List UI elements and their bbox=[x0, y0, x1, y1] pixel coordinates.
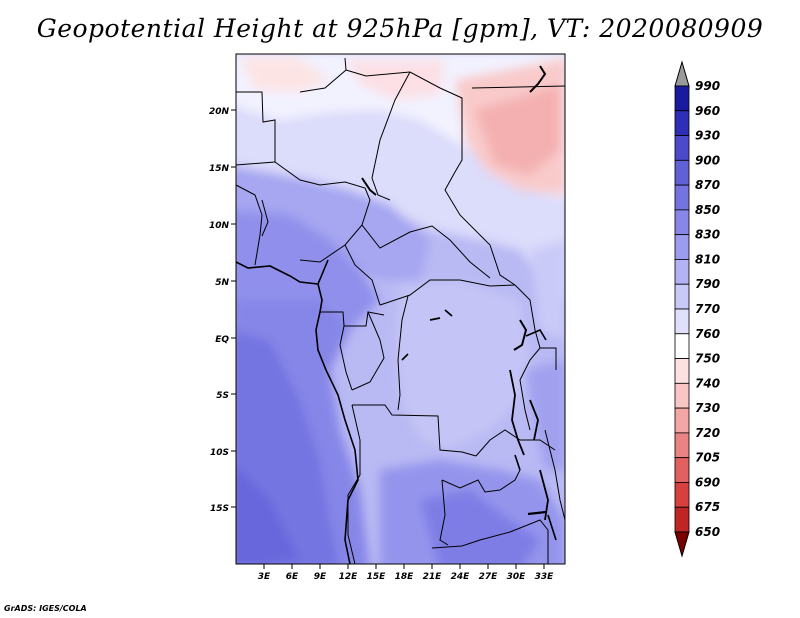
colorbar-swatch bbox=[674, 382, 690, 409]
coastlines bbox=[236, 65, 557, 564]
colorbar-swatch bbox=[674, 432, 690, 459]
colorbar-swatch bbox=[674, 407, 690, 434]
colorbar-label: 675 bbox=[695, 500, 720, 514]
height-field bbox=[236, 54, 565, 564]
colorbar-label: 810 bbox=[695, 252, 720, 266]
latitude-axis: 20N 15N 10N 5N EQ 5S 10S 15S bbox=[209, 107, 236, 514]
colorbar-label: 760 bbox=[695, 327, 720, 341]
colorbar-label: 830 bbox=[695, 228, 720, 242]
map-frame bbox=[235, 53, 566, 565]
colorbar-swatch bbox=[674, 85, 690, 112]
colorbar-swatch bbox=[674, 308, 690, 335]
colorbar-label: 770 bbox=[695, 302, 720, 316]
lat-label: 5N bbox=[215, 278, 229, 288]
lon-label: 21E bbox=[423, 572, 443, 582]
colorbar-label: 690 bbox=[695, 475, 720, 489]
lon-label: 24E bbox=[451, 572, 471, 582]
lon-label: 27E bbox=[479, 572, 499, 582]
colorbar-label: 730 bbox=[695, 401, 720, 415]
colorbar-label: 930 bbox=[695, 129, 720, 143]
colorbar-label: 720 bbox=[695, 426, 720, 440]
colorbar-label: 990 bbox=[695, 79, 720, 93]
map-title: Geopotential Height at 925hPa [gpm], VT:… bbox=[36, 14, 764, 43]
colorbar-label: 705 bbox=[695, 451, 720, 465]
lon-label: 3E bbox=[258, 572, 271, 582]
lat-label: 10N bbox=[209, 221, 230, 231]
colorbar-label: 790 bbox=[695, 277, 720, 291]
colorbar-bottom-arrow bbox=[674, 531, 690, 558]
grads-credit: GrADS: IGES/COLA bbox=[4, 604, 87, 613]
colorbar-swatch bbox=[674, 506, 690, 533]
colorbar-label: 850 bbox=[695, 203, 720, 217]
colorbar-swatch bbox=[674, 358, 690, 384]
colorbar-swatch bbox=[674, 159, 690, 186]
colorbar-label: 870 bbox=[695, 178, 720, 192]
colorbar-swatch bbox=[674, 110, 690, 136]
colorbar-label: 650 bbox=[695, 525, 720, 539]
colorbar-label: 740 bbox=[695, 376, 720, 390]
lat-label: 15S bbox=[210, 504, 229, 514]
lon-label: 9E bbox=[314, 572, 327, 582]
colorbar-top-arrow bbox=[674, 60, 690, 87]
colorbar-swatch bbox=[674, 457, 690, 483]
colorbar-swatch bbox=[674, 283, 690, 310]
colorbar-swatch bbox=[674, 259, 690, 285]
lat-label: 15N bbox=[209, 164, 230, 174]
longitude-axis: 3E 6E 9E 12E 15E 18E 21E 24E 27E 30E 33E bbox=[258, 564, 554, 582]
colorbar: 990 960 930 900 870 850 830 810 790 770 760 750 740 7… bbox=[674, 60, 720, 558]
lon-label: 15E bbox=[367, 572, 387, 582]
colorbar-label: 750 bbox=[695, 352, 720, 366]
lon-label: 6E bbox=[286, 572, 299, 582]
lat-label: 5S bbox=[216, 391, 229, 401]
colorbar-swatch bbox=[674, 333, 690, 359]
country-borders bbox=[236, 57, 565, 564]
colorbar-swatch bbox=[674, 482, 690, 508]
lon-label: 33E bbox=[535, 572, 555, 582]
colorbar-swatch bbox=[674, 135, 690, 161]
lon-label: 12E bbox=[339, 572, 359, 582]
colorbar-swatch bbox=[674, 184, 690, 211]
lon-label: 18E bbox=[395, 572, 415, 582]
colorbar-label: 900 bbox=[695, 153, 720, 167]
colorbar-label: 960 bbox=[695, 104, 720, 118]
colorbar-swatch bbox=[674, 209, 690, 236]
lat-label: 10S bbox=[210, 448, 229, 458]
lat-label: 20N bbox=[209, 107, 230, 117]
lon-label: 30E bbox=[507, 572, 527, 582]
colorbar-swatch bbox=[674, 234, 690, 260]
lat-label: EQ bbox=[215, 335, 229, 345]
